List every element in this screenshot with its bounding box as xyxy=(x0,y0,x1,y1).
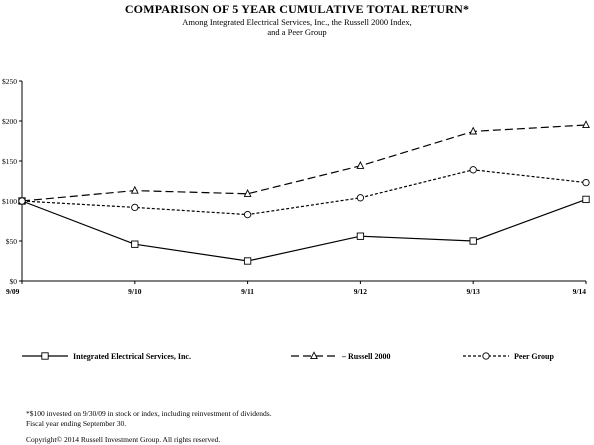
data-point-marker xyxy=(243,188,252,197)
x-tick-label: 9/14 xyxy=(573,287,587,296)
legend-swatch-marker xyxy=(310,351,318,360)
data-point-marker xyxy=(131,240,139,248)
y-tick-label: $150 xyxy=(2,157,17,166)
data-point-marker xyxy=(130,185,139,194)
axes: $0 $50 $100 $150 $200 $250 9/09 9/10 9/11 9/12 9/1… xyxy=(2,77,587,296)
copyright-notice: Copyright© 2014 Russell Investment Group… xyxy=(26,435,221,444)
y-tick-label: $0 xyxy=(10,277,18,286)
chart-subtitle-line-1: Among Integrated Electrical Services, In… xyxy=(182,17,412,27)
data-point-marker xyxy=(356,160,365,169)
series-triangle xyxy=(18,120,590,205)
series-line xyxy=(21,198,587,262)
legend-label: Integrated Electrical Services, Inc. xyxy=(73,352,191,361)
data-point-marker xyxy=(243,257,252,265)
data-point-marker xyxy=(243,210,252,219)
chart-subtitle-line-2: and a Peer Group xyxy=(267,27,327,37)
data-point-marker xyxy=(356,232,365,240)
legend-entry: Integrated Electrical Services, Inc. xyxy=(22,352,191,361)
series-line xyxy=(21,124,587,202)
chart-title: COMPARISON OF 5 YEAR CUMULATIVE TOTAL RE… xyxy=(124,2,470,16)
y-tick-label: $200 xyxy=(2,117,17,126)
legend-entry: – Russell 2000 xyxy=(291,351,390,361)
legend-entry: Peer Group xyxy=(463,352,554,361)
legend-label: Peer Group xyxy=(514,352,554,361)
y-tick-label: $50 xyxy=(6,237,18,246)
y-tick-label: $250 xyxy=(2,77,17,86)
x-tick-label: 9/10 xyxy=(128,287,142,296)
series-layer xyxy=(18,120,590,265)
series-square xyxy=(18,195,590,265)
data-point-marker xyxy=(582,195,590,204)
data-point-marker xyxy=(469,166,477,174)
x-tick-label: 9/09 xyxy=(6,287,20,296)
legend: Integrated Electrical Services, Inc. – Ru… xyxy=(22,351,554,361)
x-tick-label: 9/12 xyxy=(354,287,368,296)
legend-swatch-marker xyxy=(482,352,490,360)
data-point-marker xyxy=(131,203,139,212)
series-line xyxy=(21,169,587,216)
data-point-marker xyxy=(582,178,590,187)
data-point-marker xyxy=(18,197,26,205)
footnote-investment: *$100 invested on 9/30/09 in stock or in… xyxy=(26,409,272,418)
data-point-marker xyxy=(356,194,365,202)
data-point-marker xyxy=(582,120,590,129)
footnote-fiscal-year: Fiscal year ending September 30. xyxy=(26,419,127,428)
x-tick-label: 9/13 xyxy=(467,287,481,296)
legend-label: – Russell 2000 xyxy=(341,352,390,361)
legend-swatch-marker xyxy=(41,352,49,360)
data-point-marker xyxy=(469,237,477,245)
series-circle xyxy=(18,166,590,219)
data-point-marker xyxy=(469,126,478,135)
y-tick-label: $100 xyxy=(2,197,17,206)
x-tick-label: 9/11 xyxy=(241,287,254,296)
